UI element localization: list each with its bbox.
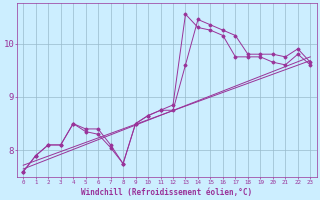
X-axis label: Windchill (Refroidissement éolien,°C): Windchill (Refroidissement éolien,°C) <box>81 188 252 197</box>
